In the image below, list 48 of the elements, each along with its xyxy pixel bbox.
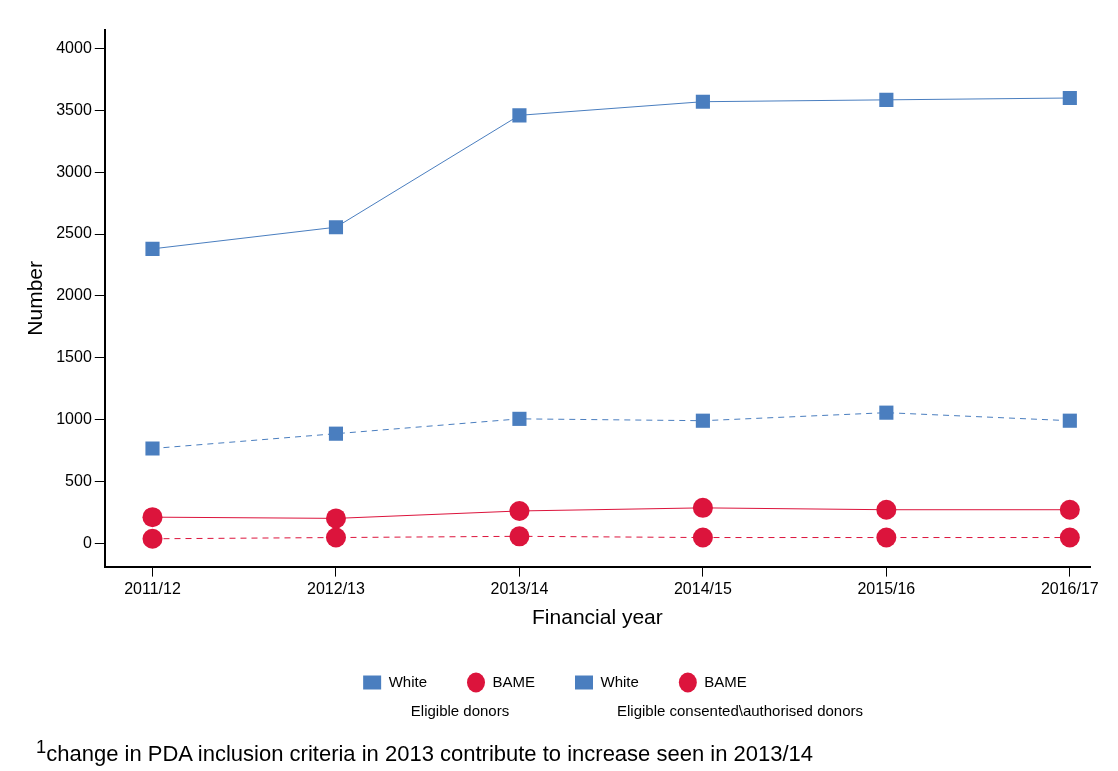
point — [876, 527, 897, 548]
point — [328, 426, 344, 441]
point — [325, 527, 346, 548]
legend-label: White — [600, 672, 639, 690]
point — [328, 220, 344, 235]
point — [1062, 90, 1077, 106]
point — [325, 508, 346, 529]
point — [876, 499, 897, 520]
x-axis-title: Financial year — [532, 605, 663, 629]
y-tick-label: 2000 — [56, 286, 92, 304]
point — [879, 405, 894, 420]
point — [512, 108, 527, 123]
legend-label: BAME — [492, 672, 536, 690]
point — [142, 507, 163, 528]
x-tick-label: 2014/15 — [673, 579, 732, 597]
x-tick-label: 2011/12 — [124, 579, 181, 597]
y-tick-label: 4000 — [56, 38, 92, 56]
point — [145, 241, 160, 256]
x-tick-label: 2012/13 — [307, 579, 365, 597]
legend-label: White — [388, 672, 427, 690]
point — [879, 92, 894, 107]
point — [1059, 499, 1080, 520]
y-tick-label: 0 — [82, 533, 92, 551]
point — [512, 411, 527, 426]
point — [1062, 413, 1077, 428]
text: Eligible donors — [409, 702, 511, 719]
y-tick-label: 1500 — [56, 348, 92, 366]
text: Eligible consented\authorised donors — [616, 702, 864, 719]
y-tick-label: 500 — [65, 471, 92, 489]
x-tick-label: 2015/16 — [857, 579, 916, 597]
y-tick-label: 1000 — [56, 409, 92, 427]
y-tick-label: 3500 — [56, 100, 92, 118]
point — [695, 94, 710, 109]
point — [1059, 527, 1080, 548]
point — [145, 441, 160, 456]
point — [692, 497, 713, 518]
y-tick-label: 2500 — [56, 224, 92, 242]
y-axis-title: Number — [23, 260, 47, 336]
point — [509, 526, 530, 547]
point — [509, 500, 530, 521]
point — [142, 528, 163, 549]
y-tick-label: 3000 — [56, 162, 92, 180]
x-tick-label: 2016/17 — [1040, 579, 1099, 597]
text: $^{1}$change in PDA inclusion criteria in 2013 contribute to increase seen in 2013/14 — [36, 736, 814, 768]
point — [695, 413, 710, 428]
legend-label: BAME — [704, 672, 747, 690]
point — [692, 527, 713, 548]
x-tick-label: 2013/14 — [490, 579, 549, 597]
